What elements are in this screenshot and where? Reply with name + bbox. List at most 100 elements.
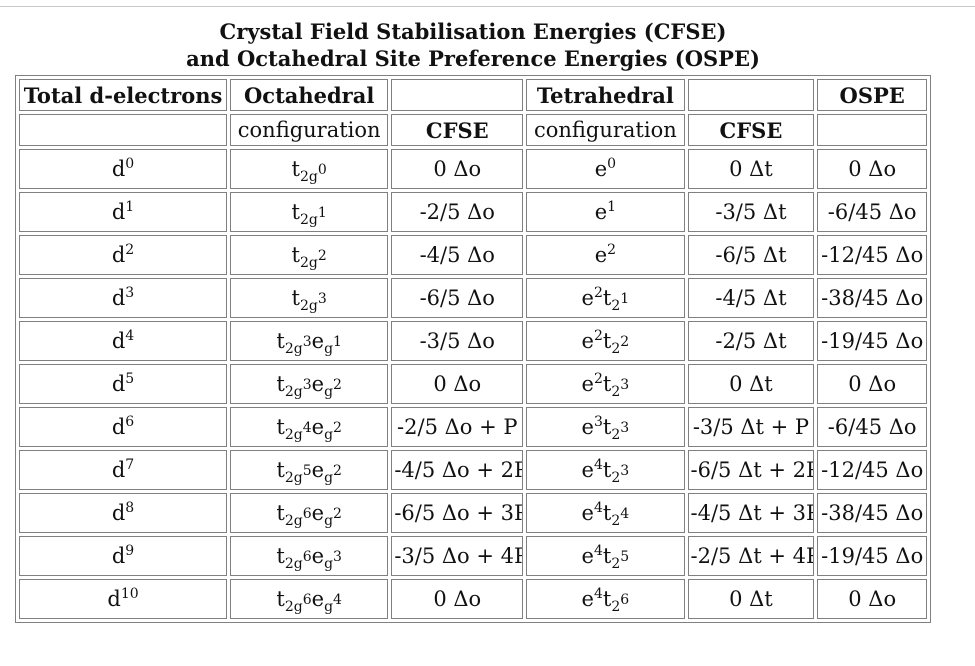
e-symbol: e — [311, 329, 325, 353]
t-electron-count: 4 — [302, 420, 312, 436]
t-subscript: 2g6 — [284, 507, 312, 529]
cell-ospe: -38/45 Δo — [817, 493, 927, 533]
cell-oct-cfse: -4/5 Δo — [391, 235, 524, 275]
cell-d-electrons: d0 — [19, 149, 228, 189]
e-subscript: g1 — [324, 335, 342, 357]
t-symbol: t — [602, 286, 612, 310]
cell-tet-configuration: e4t24 — [526, 493, 685, 533]
t-symbol: t — [276, 372, 285, 396]
header-blank — [687, 79, 815, 111]
t-subscript: 25 — [611, 550, 629, 572]
e-subscript-label: g — [324, 599, 334, 615]
t-subscript-label: 2 — [611, 341, 621, 357]
t-electron-count: 2 — [620, 334, 630, 350]
header-octahedral: Octahedral — [230, 79, 389, 111]
header-row-1: Total d-electrons Octahedral Tetrahedral… — [19, 79, 927, 111]
t-symbol: t — [276, 329, 285, 353]
t-subscript-label: 2g — [284, 341, 303, 357]
d-count: 1 — [125, 199, 135, 215]
cell-oct-cfse: 0 Δo — [391, 364, 524, 404]
e-electron-count: 0 — [607, 156, 617, 172]
e-electron-count: 1 — [607, 199, 617, 215]
t-subscript: 2g3 — [285, 378, 312, 400]
e-electron-count: 2 — [593, 371, 603, 387]
table-caption: Crystal Field Stabilisation Energies (CF… — [15, 18, 931, 72]
t-subscript: 22 — [611, 335, 629, 357]
cell-tet-configuration: e2t21 — [526, 278, 685, 318]
t-symbol: t — [602, 501, 612, 525]
cell-oct-configuration: t2g6eg2 — [230, 493, 389, 533]
cell-d-electrons: d5 — [19, 364, 228, 404]
e-subscript-label: g — [324, 513, 334, 529]
header-ospe: OSPE — [817, 79, 927, 111]
cell-tet-cfse: -4/5 Δt + 3P — [687, 493, 815, 533]
d-symbol: d — [111, 286, 126, 310]
cell-oct-cfse: -6/5 Δo — [391, 278, 524, 318]
d-symbol: d — [111, 243, 126, 267]
e-subscript: g4 — [324, 593, 342, 615]
table-row: d7 t2g5eg2 -4/5 Δo + 2P e4t23 -6/5 Δt + 2P -1… — [19, 450, 927, 490]
e-electron-count: 2 — [593, 328, 603, 344]
table-row: d3 t2g3 -6/5 Δo e2t21 -4/5 Δt -38/45 Δo — [19, 278, 927, 318]
d-count: 10 — [120, 586, 139, 602]
cell-tet-configuration: e4t26 — [526, 579, 685, 619]
cell-tet-configuration: e3t23 — [526, 407, 685, 447]
e-electron-count: 2 — [333, 463, 342, 479]
cell-d-electrons: d3 — [19, 278, 228, 318]
cell-tet-configuration: e2t22 — [526, 321, 685, 361]
t-symbol: t — [602, 329, 612, 353]
e-symbol: e — [581, 458, 594, 482]
cell-tet-cfse: -3/5 Δt + P — [687, 407, 815, 447]
cell-d-electrons: d10 — [19, 579, 228, 619]
d-symbol: d — [111, 200, 126, 224]
cell-ospe: 0 Δo — [817, 364, 927, 404]
d-count: 4 — [125, 328, 135, 344]
t-subscript: 2g2 — [300, 249, 327, 271]
e-symbol: e — [311, 587, 325, 611]
header-blank — [817, 114, 927, 146]
header-blank — [391, 79, 524, 111]
cell-oct-configuration: t2g6eg3 — [230, 536, 389, 576]
caption-line-1: Crystal Field Stabilisation Energies (CF… — [219, 19, 727, 44]
t-subscript-label: 2 — [611, 427, 621, 443]
d-count: 2 — [125, 242, 135, 258]
cell-oct-configuration: t2g4eg2 — [230, 407, 389, 447]
e-symbol: e — [311, 415, 325, 439]
e-subscript-label: g — [324, 427, 334, 443]
t-subscript: 23 — [611, 421, 629, 443]
e-symbol: e — [581, 372, 594, 396]
t-electron-count: 3 — [302, 334, 312, 350]
t-electron-count: 4 — [620, 506, 630, 522]
cell-ospe: -6/45 Δo — [817, 407, 927, 447]
d-count: 3 — [125, 285, 135, 301]
e-electron-count: 1 — [333, 334, 342, 350]
t-subscript-label: 2g — [284, 513, 303, 529]
e-electron-count: 4 — [593, 543, 603, 559]
t-subscript-label: 2g — [284, 427, 303, 443]
e-symbol: e — [594, 157, 608, 181]
t-subscript: 2g3 — [284, 335, 312, 357]
header-tetrahedral: Tetrahedral — [526, 79, 685, 111]
cell-tet-cfse: -6/5 Δt — [687, 235, 815, 275]
table-row: d9 t2g6eg3 -3/5 Δo + 4P e4t25 -2/5 Δt + 4P -1… — [19, 536, 927, 576]
t-symbol: t — [602, 587, 612, 611]
e-subscript-label: g — [324, 341, 334, 357]
caption-line-2: and Octahedral Site Preference Energies … — [186, 46, 760, 71]
cell-ospe: -19/45 Δo — [817, 321, 927, 361]
e-electron-count: 2 — [333, 377, 342, 393]
t-symbol: t — [291, 157, 300, 181]
cell-oct-cfse: -4/5 Δo + 2P — [391, 450, 524, 490]
cell-tet-cfse: 0 Δt — [687, 149, 815, 189]
e-subscript-label: g — [324, 384, 334, 400]
d-count: 6 — [125, 414, 135, 430]
cell-tet-configuration: e0 — [526, 149, 685, 189]
e-electron-count: 3 — [593, 414, 603, 430]
e-subscript-label: g — [324, 470, 334, 486]
t-subscript: 2g6 — [285, 593, 312, 615]
e-subscript: g2 — [324, 507, 342, 529]
e-electron-count: 4 — [593, 586, 603, 602]
e-symbol: e — [311, 458, 325, 482]
d-count: 7 — [125, 457, 135, 473]
e-electron-count: 4 — [333, 592, 342, 608]
cell-oct-cfse: -6/5 Δo + 3P — [391, 493, 524, 533]
